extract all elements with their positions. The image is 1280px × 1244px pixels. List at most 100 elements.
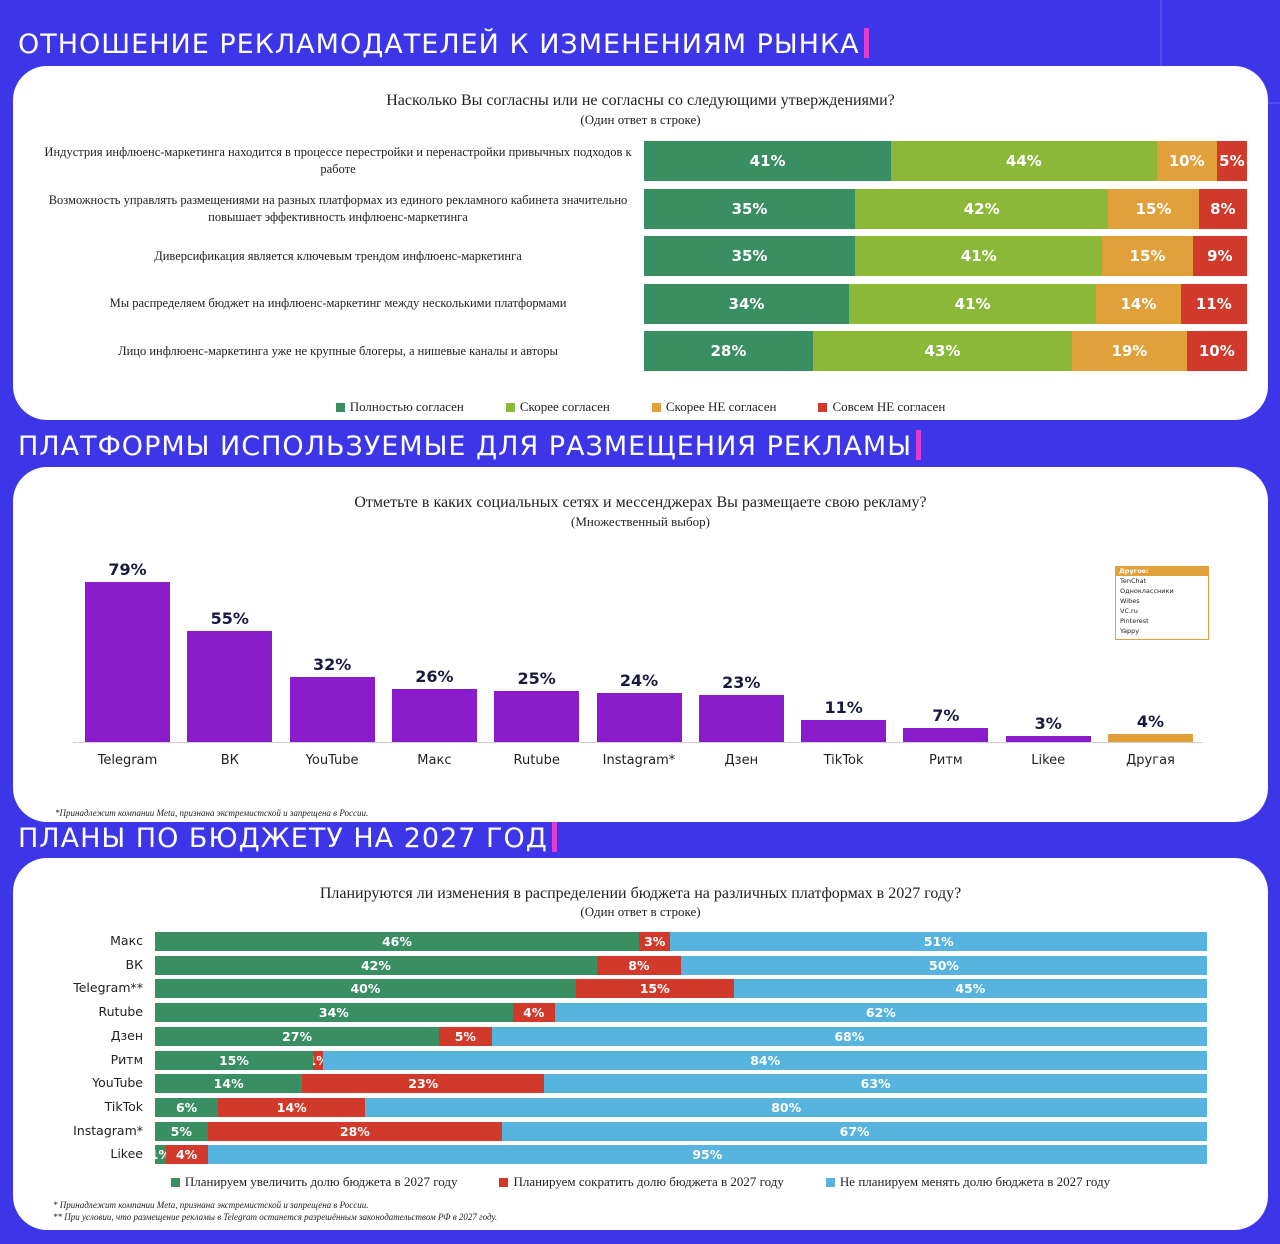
chart3-segment: 8% (596, 955, 681, 975)
chart3-segment: 5% (155, 1121, 208, 1141)
chart1-row-label: Диверсификация является ключевым трендом… (154, 248, 522, 263)
chart1-row-bar: 34% 41% 14% 11% (644, 283, 1247, 324)
chart1-row-label: Возможность управлять размещениями на ра… (48, 192, 628, 224)
chart3-row-bar: 6% 14% 80% (155, 1097, 1207, 1117)
chart3-segment: 4% (165, 1145, 208, 1165)
chart3-segment: 80% (365, 1097, 1207, 1117)
chart3-legend-label: Не планируем менять долю бюджета в 2027 … (839, 1174, 1111, 1189)
chart2-bar (903, 727, 989, 742)
chart3-legend: Планируем увеличить долю бюджета в 2027 … (13, 1174, 1268, 1190)
chart1-segment: 11% (1180, 283, 1247, 324)
chart3-segment: 63% (544, 1074, 1207, 1094)
chart3-row-bar: 1%4%95% (155, 1145, 1207, 1165)
section-title-platforms: ПЛАТФОРМЫ ИСПОЛЬЗУЕМЫЕ ДЛЯ РАЗМЕЩЕНИЯ РЕ… (18, 430, 922, 462)
chart2-baseline (73, 742, 1203, 743)
chart2-bar (289, 677, 375, 742)
chart2-value-label: 26% (415, 667, 454, 687)
chart3-segment: 1% (312, 1050, 324, 1070)
chart2-value-label: 23% (722, 673, 761, 693)
chart2-value-label: 7% (932, 705, 960, 725)
chart1-segment: 28% (644, 331, 813, 371)
chart3-segment: 84% (323, 1050, 1207, 1070)
chart2-title: Отметьте в каких социальных сетях и месс… (354, 494, 927, 511)
chart3-row-label: Instagram* (73, 1122, 143, 1138)
chart3-row-bar: 34% 4% 62% (155, 1003, 1207, 1023)
chart2-value-label: 11% (824, 697, 863, 717)
chart1-legend-item: Скорее НЕ согласен (651, 399, 776, 415)
chart3-segment: 4% (512, 1003, 555, 1023)
chart1-segment: 15% (1108, 188, 1199, 229)
chart3-legend-swatch (499, 1177, 509, 1187)
chart1-title: Насколько Вы согласны или не согласны со… (386, 92, 895, 109)
chart3-row-bar: 40% 15% 45% (155, 979, 1207, 999)
chart3-row-label: Rutube (98, 1004, 144, 1020)
chart1-segment: 14% (1096, 283, 1181, 324)
chart1-segment: 41% (644, 141, 892, 181)
chart1-segment: 41% (855, 236, 1103, 276)
chart3-segment: 51% (670, 932, 1207, 951)
chart3-legend-label: Планируем сократить долю бюджета в 2027 … (513, 1174, 784, 1189)
chart3-legend-item: Планируем увеличить долю бюджета в 2027 … (170, 1174, 458, 1190)
chart2-category-label: Дзен (724, 753, 759, 768)
chart1-row-bar: 41% 44% 10% 5% (644, 141, 1247, 181)
chart1-row-bar: 35% 41% 15% 9% (644, 236, 1247, 276)
chart1-subtitle: (Один ответ в строке) (580, 112, 701, 127)
chart1-segment: 34% (644, 283, 850, 324)
other-item: Pinterest (1120, 617, 1149, 625)
chart2-bar (187, 630, 273, 742)
chart3-row-bar: 46% 3% 51% (155, 932, 1207, 951)
chart1-segment: 43% (812, 331, 1073, 371)
chart2-value-label: 3% (1034, 713, 1062, 733)
chart3-segment: 15% (575, 979, 734, 999)
chart2-category-label: Ритм (929, 753, 963, 768)
chart3-segment: 28% (207, 1121, 503, 1141)
chart2-bar (596, 693, 682, 742)
chart3-subtitle: (Один ответ в строке) (580, 904, 701, 919)
chart3-legend-swatch (170, 1177, 180, 1187)
chart1-legend-swatch (818, 402, 828, 412)
chart3-segment: 45% (733, 979, 1207, 999)
chart1-legend-swatch (651, 402, 661, 412)
card-platforms: Отметьте в каких социальных сетях и месс… (13, 467, 1268, 822)
chart2-value-label: 25% (517, 669, 556, 689)
chart3-row-label: TikTok (104, 1098, 143, 1114)
chart3-row-label: Ритм (110, 1051, 143, 1067)
chart2-category-label: Rutube (513, 753, 560, 768)
chart2-value-label: 24% (619, 671, 659, 691)
chart1-legend-item: Скорее согласен (505, 399, 610, 415)
chart3-row-bar: 15%1%84% (155, 1050, 1207, 1070)
chart2-category-label: TikTok (823, 753, 864, 768)
chart3-row-bar: 27% 5% 68% (155, 1026, 1207, 1046)
chart2-category-label: Instagram* (602, 753, 676, 768)
chart3-segment: 1% (155, 1145, 166, 1165)
other-item: TenChat (1120, 577, 1147, 585)
section-title-budget: ПЛАНЫ ПО БЮДЖЕТУ НА 2027 ГОД (18, 822, 557, 854)
chart1-legend-item: Полностью согласен (335, 399, 464, 415)
chart1-segment: 8% (1198, 188, 1247, 229)
chart1-legend: Полностью согласен Скорее согласен Скорее … (13, 399, 1268, 415)
chart1-segment: 35% (644, 188, 856, 229)
chart3-segment: 46% (155, 932, 639, 951)
chart3-segment: 6% (155, 1097, 219, 1117)
chart3-segment: 27% (155, 1026, 440, 1046)
chart3-segment: 95% (207, 1145, 1207, 1165)
chart3-row-bar: 5% 28% 67% (155, 1121, 1207, 1141)
chart3-legend-label: Планируем увеличить долю бюджета в 2027 … (184, 1174, 458, 1189)
chart1-segment: 35% (644, 236, 856, 276)
chart1-legend-label: Совсем НЕ согласен (832, 399, 946, 414)
chart1-segment: 15% (1102, 236, 1193, 276)
chart3-segment: 34% (155, 1003, 513, 1023)
other-title: Другое: (1116, 567, 1208, 576)
chart2-bar (801, 719, 887, 742)
chart3-segment: 3% (638, 932, 671, 951)
section-title-market: ОТНОШЕНИЕ РЕКЛАМОДАТЕЛЕЙ К ИЗМЕНЕНИЯМ РЫ… (18, 28, 869, 60)
chart3-segment: 14% (155, 1074, 303, 1094)
chart2-category-label: Likee (1031, 753, 1066, 768)
chart1-segment: 19% (1072, 331, 1187, 371)
other-item: VC.ru (1120, 607, 1138, 615)
chart3-row-bar: 14% 23% 63% (155, 1074, 1207, 1094)
chart3-segment: 40% (155, 979, 576, 999)
chart3-row-label: ВК (125, 956, 143, 972)
chart3-segment: 68% (491, 1026, 1207, 1046)
chart1-legend-swatch (335, 402, 345, 412)
